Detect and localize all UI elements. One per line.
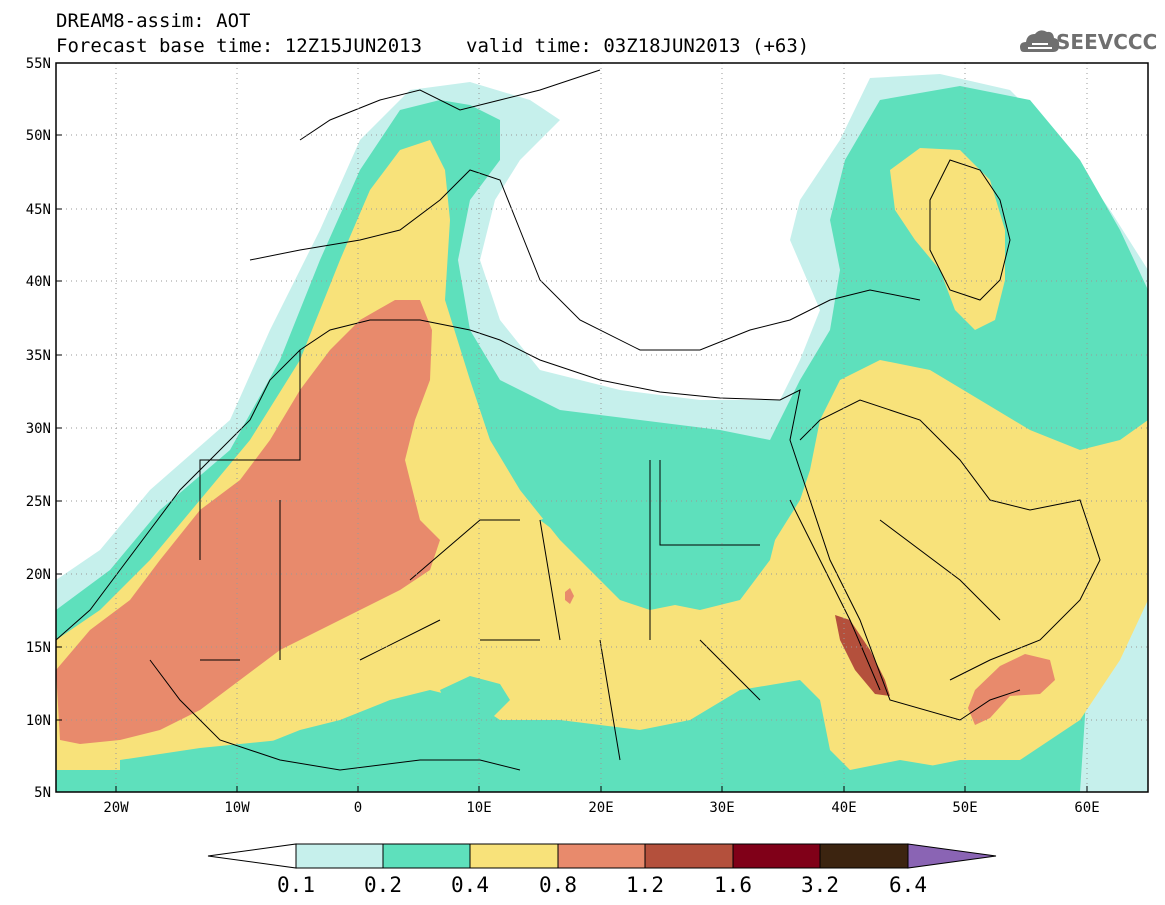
contour-0.8-sahara <box>56 300 440 744</box>
lat-label: 50N <box>26 128 51 144</box>
colorbar-label: 0.1 <box>277 873 315 897</box>
logo-text: SEEVCCC <box>1056 30 1158 54</box>
contour-0.8-chad <box>565 588 574 604</box>
colorbar-under-arrow <box>207 843 297 869</box>
forecast-base-time: Forecast base time: 12Z15JUN2013 <box>56 35 423 57</box>
lon-label: 20E <box>588 800 613 816</box>
colorbar-over-arrow <box>907 843 997 869</box>
lat-label: 35N <box>26 348 51 364</box>
contour-1.2-redsea <box>835 615 890 696</box>
forecast-times: Forecast base time: 12Z15JUN2013 valid ti… <box>56 35 809 57</box>
lon-label: 30E <box>709 800 734 816</box>
cloud-icon <box>1020 30 1060 52</box>
map-title: DREAM8-assim: AOT <box>56 10 251 32</box>
lat-labels: 5N 10N 15N 20N 25N 30N 35N 40N 45N 50N 5… <box>26 56 51 801</box>
colorbar-segment <box>382 843 471 869</box>
lat-label: 5N <box>34 785 51 801</box>
contour-0.2-pocket <box>440 676 510 720</box>
aot-contours <box>56 74 1148 792</box>
colorbar-label: 6.4 <box>889 873 927 897</box>
lon-label: 0 <box>354 800 362 816</box>
colorbar-label: 0.2 <box>364 873 402 897</box>
colorbar-label: 1.6 <box>714 873 752 897</box>
coastline-africa <box>56 319 1021 721</box>
coastline-europe-north <box>299 69 601 141</box>
contour-0.8-arabia <box>968 654 1055 725</box>
valid-time: valid time: 03Z18JUN2013 (+63) <box>466 35 810 57</box>
colorbar-segment <box>819 843 909 869</box>
contour-0.2-pocket <box>900 740 1080 792</box>
colorbar-segment <box>644 843 734 869</box>
colorbar-segment <box>732 843 821 869</box>
lat-label: 20N <box>26 567 51 583</box>
axis-ticks <box>56 134 1088 792</box>
lat-label: 10N <box>26 713 51 729</box>
colorbar-segment <box>295 843 384 869</box>
colorbar-label: 3.2 <box>801 873 839 897</box>
lon-label: 10E <box>466 800 491 816</box>
colorbar: 0.1 0.2 0.4 0.8 1.2 1.6 3.2 6.4 <box>207 843 997 897</box>
colorbar-label: 0.4 <box>451 873 489 897</box>
coastline-guinea <box>149 659 521 771</box>
coastline-europe <box>249 169 921 351</box>
colorbar-label: 1.2 <box>626 873 664 897</box>
lon-label: 40E <box>831 800 856 816</box>
lat-label: 30N <box>26 421 51 437</box>
lon-label: 50E <box>952 800 977 816</box>
lat-label: 55N <box>26 56 51 72</box>
border-lines <box>199 350 1001 761</box>
lon-label: 60E <box>1074 800 1099 816</box>
coastline-caspian <box>929 159 1011 301</box>
contour-0.4-caspian <box>890 148 1005 330</box>
contour-0.2-pocket <box>120 724 830 792</box>
lat-label: 25N <box>26 494 51 510</box>
lon-label: 20W <box>103 800 129 816</box>
coastline-arabia <box>799 399 1101 681</box>
coastlines <box>56 69 1101 771</box>
colorbar-segment <box>557 843 646 869</box>
colorbar-label: 0.8 <box>539 873 577 897</box>
colorbar-segment <box>469 843 559 869</box>
lat-label: 40N <box>26 274 51 290</box>
lat-label: 45N <box>26 202 51 218</box>
lon-labels: 20W 10W 0 10E 20E 30E 40E 50E 60E <box>103 800 1099 816</box>
lon-label: 10W <box>224 800 250 816</box>
coastline-redsea <box>789 499 881 691</box>
lat-label: 15N <box>26 640 51 656</box>
gridlines <box>56 63 1148 792</box>
